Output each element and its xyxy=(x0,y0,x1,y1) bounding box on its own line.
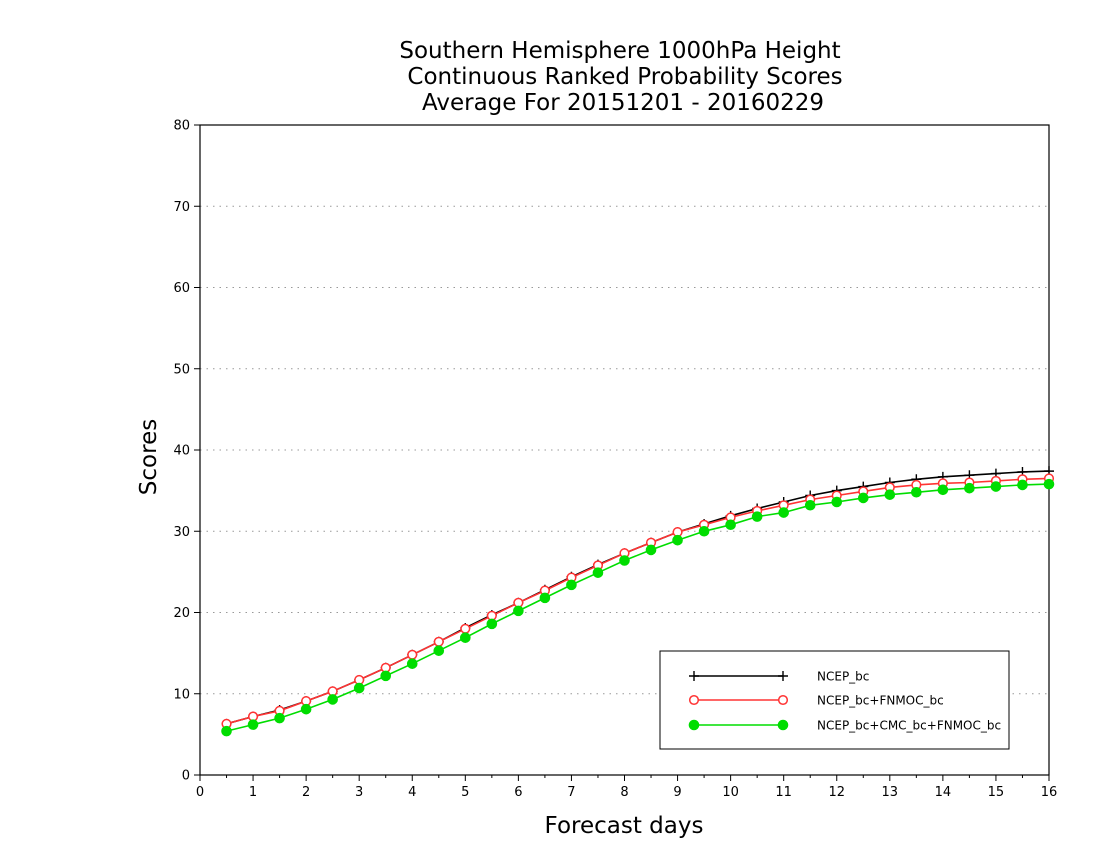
data-point xyxy=(380,670,392,682)
data-point xyxy=(486,618,498,630)
data-point xyxy=(672,534,683,546)
y-tick-label: 50 xyxy=(173,362,190,377)
data-point xyxy=(460,623,471,634)
x-tick-label: 0 xyxy=(196,785,204,800)
y-tick-label: 40 xyxy=(173,444,190,459)
y-tick-label: 80 xyxy=(173,119,190,134)
data-point xyxy=(300,703,312,715)
data-point xyxy=(804,499,816,511)
legend-marker-start xyxy=(688,719,700,731)
grid xyxy=(200,205,1049,695)
x-tick-label: 14 xyxy=(935,785,952,800)
data-point xyxy=(539,592,551,604)
data-point xyxy=(884,489,896,500)
legend: NCEP_bc NCEP_bc+FNMOC_bc NCEP_bc+CMC_bc+FN… xyxy=(659,650,1010,750)
y-axis-label: Scores xyxy=(136,419,162,495)
data-point xyxy=(433,636,444,647)
y-tick-label: 10 xyxy=(173,687,190,702)
legend-item: NCEP_bc+CMC_bc+FNMOC_bc xyxy=(688,719,1001,733)
y-tick-label: 70 xyxy=(173,200,190,215)
data-point xyxy=(751,511,763,522)
x-tick-label: 11 xyxy=(775,785,792,800)
data-point xyxy=(407,649,418,660)
data-point xyxy=(460,632,471,643)
data-point xyxy=(566,579,577,591)
data-point xyxy=(831,496,843,508)
data-point xyxy=(592,567,604,578)
x-tick-label: 10 xyxy=(722,785,739,800)
x-tick-label: 6 xyxy=(514,785,522,800)
x-tick-label: 3 xyxy=(355,785,363,800)
data-point xyxy=(619,555,630,566)
y-tick-label: 60 xyxy=(173,281,190,296)
data-point xyxy=(274,712,285,724)
y-tick-label: 20 xyxy=(173,606,190,621)
chart-title-line-1: Southern Hemisphere 1000hPa Height xyxy=(399,38,840,64)
chart-title-line-3: Average For 20151201 - 20160229 xyxy=(422,90,824,116)
x-tick-label: 5 xyxy=(461,785,469,800)
data-point xyxy=(406,658,418,669)
data-point xyxy=(221,725,232,737)
data-point xyxy=(698,525,710,537)
data-point xyxy=(1017,479,1028,491)
x-tick-label: 2 xyxy=(302,785,310,800)
data-point xyxy=(327,694,338,705)
legend-marker-start xyxy=(689,671,699,681)
x-axis-label: Forecast days xyxy=(545,813,704,839)
x-tick-label: 15 xyxy=(988,785,1005,800)
x-tick-label: 9 xyxy=(673,785,681,800)
data-point xyxy=(1043,478,1055,490)
legend-item: NCEP_bc+FNMOC_bc xyxy=(688,694,944,708)
series-NCEP_bc+CMC_bc+FNMOC_bc xyxy=(221,478,1055,737)
data-point xyxy=(937,484,949,496)
series-group xyxy=(221,466,1055,737)
data-point xyxy=(513,605,524,617)
legend-marker-end xyxy=(778,671,788,681)
legend-marker-end xyxy=(777,719,789,731)
x-tick-label: 7 xyxy=(567,785,575,800)
legend-item: NCEP_bc xyxy=(689,670,869,684)
data-point xyxy=(725,519,736,531)
x-tick-label: 16 xyxy=(1041,785,1058,800)
x-tick-label: 8 xyxy=(620,785,628,800)
data-point xyxy=(433,645,445,656)
data-point xyxy=(645,544,657,556)
x-tick-label: 13 xyxy=(882,785,899,800)
legend-label: NCEP_bc xyxy=(817,670,869,684)
x-tick-label: 12 xyxy=(828,785,845,800)
x-tick-label: 4 xyxy=(408,785,416,800)
data-point xyxy=(247,719,259,730)
x-tick-label: 1 xyxy=(249,785,257,800)
data-point xyxy=(964,482,975,494)
legend-marker-start xyxy=(688,694,700,706)
data-point xyxy=(778,507,789,518)
data-point xyxy=(911,486,922,498)
legend-label: NCEP_bc+FNMOC_bc xyxy=(817,694,944,708)
data-point xyxy=(990,481,1002,492)
y-tick-label: 0 xyxy=(182,769,190,784)
legend-label: NCEP_bc+CMC_bc+FNMOC_bc xyxy=(817,719,1001,733)
chart-title-line-2: Continuous Ranked Probability Scores xyxy=(407,64,842,90)
legend-marker-end xyxy=(777,694,789,706)
data-point xyxy=(353,682,365,694)
y-tick-label: 30 xyxy=(173,525,190,540)
data-point xyxy=(857,492,869,504)
